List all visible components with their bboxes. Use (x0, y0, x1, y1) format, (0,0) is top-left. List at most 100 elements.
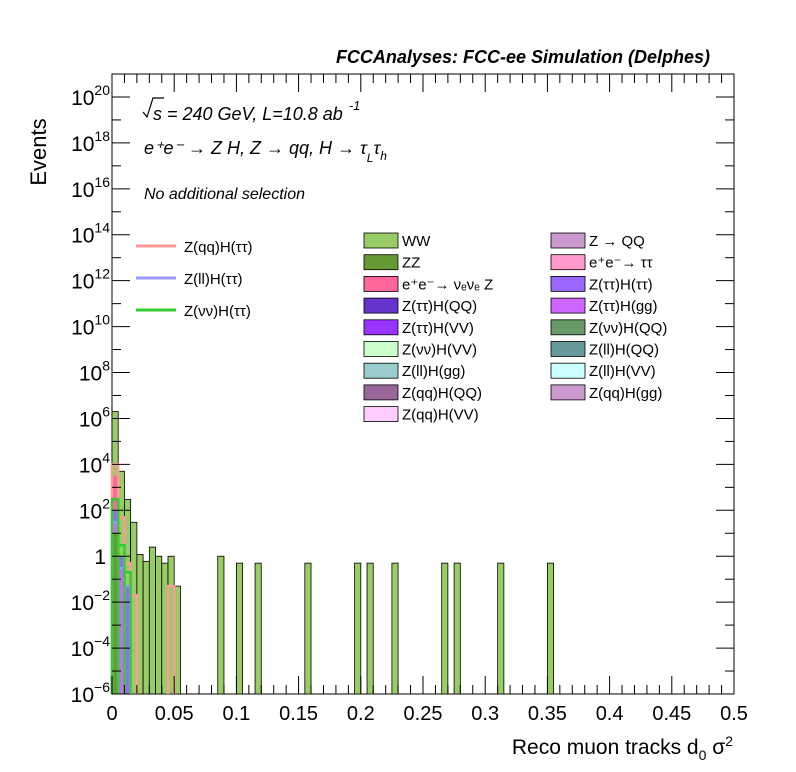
background-legend-label-0: WW (402, 233, 431, 250)
annotation-process-tau: τ (373, 138, 381, 158)
x-axis-label-sup: 2 (725, 733, 733, 749)
background-legend-swatch-2 (363, 254, 399, 271)
y-tick-label-12: 1018 (71, 128, 110, 156)
sqrt-symbol (142, 97, 164, 119)
annotation-energy: s = 240 GeV, L=10.8 ab -1 (153, 98, 360, 124)
annotation-process: e⁺e⁻ → Z H, Z → qq, H → τLτh (144, 138, 387, 165)
x-tick-label-7: 0.35 (528, 703, 567, 725)
x-tick-label-9: 0.45 (652, 703, 691, 725)
y-tick-label-3: 1 (94, 546, 106, 569)
background-legend-swatch-12 (363, 362, 399, 379)
histogram-bin-21 (547, 562, 555, 695)
annotations: s = 240 GeV, L=10.8 ab -1 e⁺e⁻ → Z H, Z →… (142, 97, 387, 203)
x-tick-label-3: 0.15 (279, 703, 318, 725)
y-tick-label-1: 10−4 (71, 633, 111, 661)
histogram-bin-5 (142, 560, 150, 695)
background-legend-swatch-13 (550, 362, 586, 379)
x-tick-label-8: 0.4 (596, 703, 624, 725)
annotation-process-sub2: h (380, 149, 387, 163)
axes: 0 0.05 0.1 0.15 0.2 0.25 0.3 0.35 0.4 0.45 0.5 10−6… (71, 73, 748, 725)
histogram-bin-17 (391, 562, 399, 695)
background-legend-swatch-14 (363, 384, 399, 401)
x-axis-label-sub: 0 (699, 747, 707, 763)
signal-legend-label-0: Z(qq)H(ττ) (184, 239, 253, 256)
histogram-bin-18 (441, 562, 449, 695)
histogram-bars (111, 411, 555, 695)
histogram-bin-11 (217, 555, 225, 695)
overlay-bin-7 (112, 533, 118, 694)
background-legend-swatch-10 (363, 341, 399, 357)
background-legend-swatch-8 (363, 319, 399, 336)
y-tick-label-11: 1016 (71, 174, 110, 202)
y-tick-label-9: 1012 (71, 266, 110, 294)
background-legend-label-5: Z(ττ)H(ττ) (589, 276, 653, 293)
y-tick-label-5: 104 (79, 449, 110, 477)
histogram-bin-7 (155, 555, 163, 695)
background-legend-swatch-5 (550, 275, 586, 292)
background-legend-label-6: Z(ττ)H(QQ) (402, 298, 477, 315)
background-legend-swatch-0 (363, 232, 399, 249)
background-legend-swatch-15 (550, 384, 586, 401)
background-legend-label-7: Z(ττ)H(gg) (589, 298, 658, 315)
background-legend-label-13: Z(ll)H(VV) (589, 363, 656, 380)
signal-legend-label-1: Z(ll)H(ττ) (184, 271, 243, 288)
overlay-bin-4 (124, 586, 130, 694)
background-legend-label-2: ZZ (402, 255, 420, 272)
histogram-bin-19 (453, 562, 461, 695)
signal-2-bin-2 (123, 571, 132, 694)
histogram-bin-12 (235, 562, 244, 695)
background-legend-label-16: Z(qq)H(VV) (402, 407, 479, 424)
background-legend-swatch-3 (550, 254, 586, 271)
histogram-bin-15 (354, 562, 362, 695)
histogram-bin-6 (148, 546, 156, 695)
signal-legend-label-2: Z(νν)H(ττ) (184, 303, 251, 320)
x-axis-label: Reco muon tracks d0 σ2 (512, 733, 733, 763)
chart-title: FCCAnalyses: FCC-ee Simulation (Delphes) (336, 47, 710, 67)
y-tick-label-6: 106 (79, 403, 110, 431)
y-tick-label-10: 1014 (71, 220, 110, 248)
x-tick-label-6: 0.3 (471, 703, 499, 725)
background-legend-label-3: e⁺e⁻→ ττ (589, 255, 653, 272)
y-tick-label-0: 10−6 (71, 679, 111, 707)
overlay-bin-6 (118, 568, 124, 694)
x-tick-label-10: 0.5 (720, 703, 748, 725)
y-tick-label-4: 102 (79, 495, 110, 523)
background-legend-label-1: Z → QQ (589, 233, 645, 250)
background-legend-swatch-1 (550, 232, 586, 249)
x-tick-label-2: 0.1 (222, 703, 250, 725)
background-legend-swatch-11 (550, 341, 586, 357)
background-legend-label-11: Z(ll)H(QQ) (589, 342, 659, 359)
background-legend-swatch-4 (363, 275, 399, 292)
x-tick-label-1: 0.05 (155, 703, 194, 725)
x-tick-label-5: 0.25 (404, 703, 443, 725)
background-legend-label-15: Z(qq)H(gg) (589, 385, 662, 402)
histogram-bin-20 (497, 562, 505, 695)
y-tick-label-2: 10−2 (71, 587, 111, 615)
background-legend-swatch-16 (363, 406, 399, 423)
y-tick-label-8: 1010 (71, 312, 110, 340)
y-tick-label-13: 1020 (71, 82, 110, 110)
background-legend-label-8: Z(ττ)H(VV) (402, 320, 474, 337)
background-legend-swatch-9 (550, 319, 586, 336)
signal-0-bin-4 (166, 584, 176, 694)
background-legend-swatch-7 (550, 297, 586, 314)
background-legend-label-14: Z(qq)H(QQ) (402, 385, 482, 402)
signal-legend: Z(qq)H(ττ) Z(ll)H(ττ) Z(νν)H(ττ) (136, 239, 253, 320)
y-tick-label-7: 108 (79, 358, 110, 386)
histogram-bin-13 (254, 562, 262, 695)
background-legend: WW Z → QQ ZZ e⁺e⁻→ ττ e⁺e⁻→ νₑνₑ Z Z(ττ)H(ττ)… (363, 232, 667, 424)
background-legend-label-4: e⁺e⁻→ νₑνₑ Z (402, 276, 493, 293)
background-legend-label-9: Z(νν)H(QQ) (589, 320, 667, 337)
annotation-selection: No additional selection (144, 186, 305, 203)
annotation-process-sub1: L (367, 151, 374, 165)
background-legend-label-12: Z(ll)H(gg) (402, 363, 465, 380)
annotation-energy-sup: -1 (349, 98, 361, 113)
histogram-bin-14 (304, 562, 312, 695)
background-legend-label-10: Z(νν)H(VV) (402, 342, 477, 359)
x-tick-label-0: 0 (106, 703, 117, 725)
background-legend-swatch-6 (363, 297, 399, 314)
histogram-bin-16 (366, 562, 374, 695)
x-tick-label-4: 0.2 (347, 703, 375, 725)
y-axis-label: Events (26, 118, 51, 185)
